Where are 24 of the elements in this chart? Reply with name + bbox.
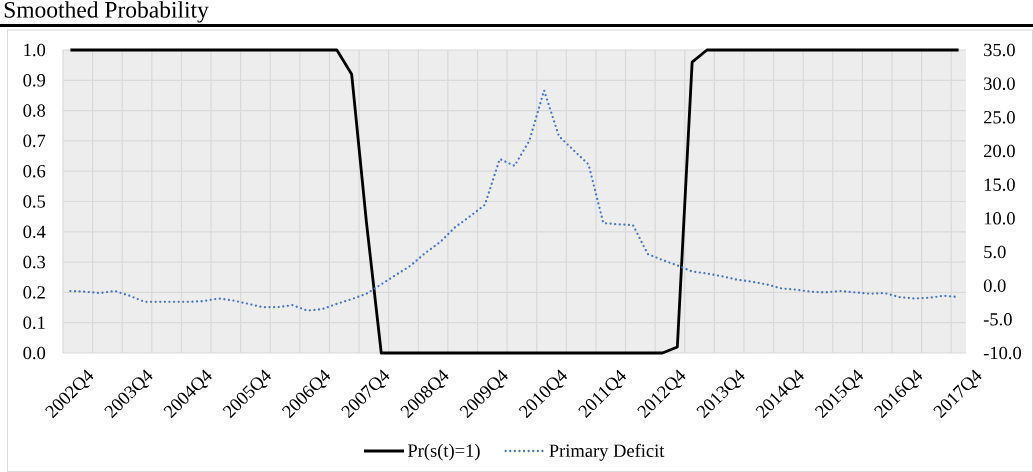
y2-tick-label: 25.0 bbox=[984, 111, 1015, 124]
y2-tick-label: 10.0 bbox=[984, 212, 1015, 225]
y2-tick-label: -5.0 bbox=[983, 313, 1012, 326]
y-tick-label: 0.6 bbox=[23, 164, 46, 178]
y-tick-label: 0.0 bbox=[23, 346, 46, 360]
y-tick-label: 0.2 bbox=[23, 286, 45, 299]
y-tick-label: 0.5 bbox=[23, 195, 46, 208]
chart-title: Smoothed Probability bbox=[4, 1, 209, 23]
y2-tick-label: 30.0 bbox=[984, 77, 1015, 90]
legend-label: Primary Deficit bbox=[549, 443, 665, 461]
y-tick-label: 0.8 bbox=[23, 104, 46, 117]
legend-label: Pr(s(t)=1) bbox=[407, 443, 480, 461]
y-tick-label: 1.0 bbox=[24, 43, 46, 57]
y-tick-label: 0.1 bbox=[23, 316, 45, 329]
y-tick-label: 0.7 bbox=[23, 134, 46, 148]
y2-tick-label: -10.0 bbox=[983, 346, 1022, 360]
y-tick-label: 0.4 bbox=[23, 225, 46, 239]
y2-tick-label: 15.0 bbox=[984, 178, 1015, 191]
y2-tick-label: 35.0 bbox=[984, 43, 1015, 57]
y-tick-label: 0.3 bbox=[23, 255, 46, 269]
y-tick-label: 0.9 bbox=[23, 74, 46, 87]
y2-tick-label: 0.0 bbox=[983, 279, 1006, 292]
y2-tick-label: 20.0 bbox=[984, 144, 1015, 158]
y2-tick-label: 5.0 bbox=[984, 245, 1006, 259]
